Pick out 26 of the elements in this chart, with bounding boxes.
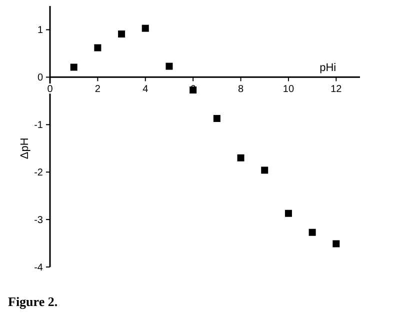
point — [190, 86, 197, 94]
y-tick-label: 0 — [37, 72, 44, 84]
point — [166, 62, 173, 70]
point — [94, 44, 102, 52]
x-tick-label: 8 — [238, 84, 244, 96]
caption: Figure 2. — [8, 294, 58, 309]
point — [118, 30, 126, 38]
point — [332, 240, 340, 248]
y-tick-label: 1 — [37, 25, 44, 36]
x-axis-title: pHi — [320, 62, 336, 74]
point — [142, 24, 149, 32]
x-tick-label: 4 — [142, 84, 149, 96]
y-tick-label: -2 — [34, 168, 44, 179]
y-tick-label: -1 — [34, 120, 44, 132]
x-tick-label: 12 — [330, 84, 342, 96]
point — [213, 114, 220, 122]
y-tick-label: -3 — [34, 215, 44, 226]
point — [237, 154, 244, 162]
y-tick-label: -4 — [34, 262, 44, 274]
x-tick-label: 2 — [94, 84, 101, 96]
point — [284, 210, 292, 217]
point — [261, 166, 268, 174]
point — [70, 64, 78, 71]
y-axis-title: ΔpH — [19, 138, 31, 160]
x-tick-label: 10 — [282, 84, 294, 96]
point — [308, 228, 316, 236]
